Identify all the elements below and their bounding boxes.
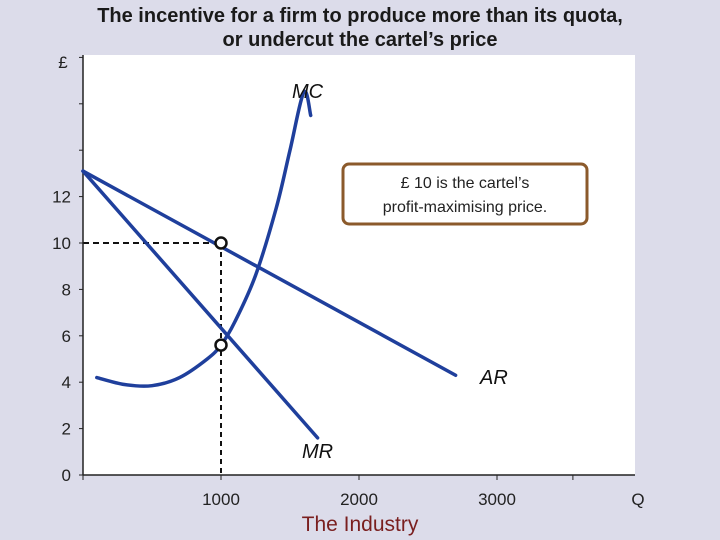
x-tick-label: 1000 bbox=[202, 490, 240, 509]
y-tick-label: 4 bbox=[62, 373, 71, 392]
y-tick-label: 10 bbox=[52, 234, 71, 253]
x-tick-label: 2000 bbox=[340, 490, 378, 509]
plot-background bbox=[83, 55, 635, 475]
point-mr-mc bbox=[214, 338, 228, 352]
x-tick-label: 3000 bbox=[478, 490, 516, 509]
chart-subtitle: The Industry bbox=[302, 513, 419, 536]
curve-mr bbox=[81, 169, 320, 440]
x-axis-label: Q bbox=[631, 490, 644, 509]
y-tick-label: 8 bbox=[62, 280, 71, 299]
y-axis-label: £ bbox=[58, 53, 68, 72]
title-line-1: The incentive for a firm to produce more… bbox=[97, 5, 623, 27]
point-price-10 bbox=[214, 236, 228, 250]
curve-ar bbox=[81, 169, 458, 377]
callout-line-1: £ 10 is the cartel’s bbox=[401, 175, 530, 192]
curve-label-mr: MR bbox=[302, 441, 333, 463]
curve-label-mc: MC bbox=[292, 81, 324, 103]
y-tick-label: 2 bbox=[62, 420, 71, 439]
curve-label-ar: AR bbox=[479, 367, 508, 389]
y-tick-label: 6 bbox=[62, 327, 71, 346]
curve-mc bbox=[95, 89, 313, 388]
y-tick-label: 12 bbox=[52, 188, 71, 207]
y-tick-label: 0 bbox=[62, 466, 71, 485]
title-line-2: or undercut the cartel’s price bbox=[222, 29, 498, 51]
callout-box bbox=[341, 162, 589, 226]
slide-title: The incentive for a firm to produce more… bbox=[0, 4, 720, 52]
callout-line-2: profit-maximising price. bbox=[383, 199, 547, 216]
